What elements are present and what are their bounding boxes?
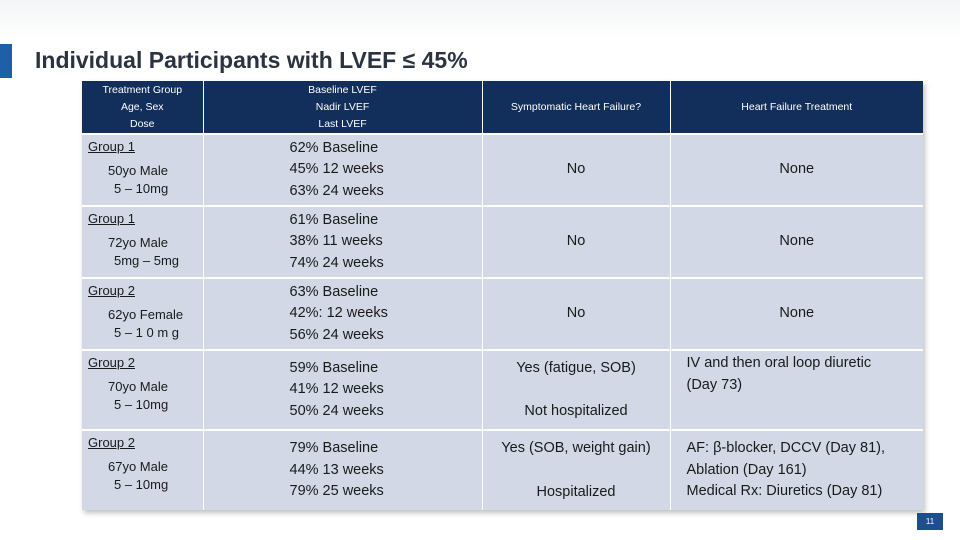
header-line: Last LVEF — [318, 117, 367, 130]
table-row: Group 2 70yo Male 5 – 10mg 59% Baseline … — [82, 349, 923, 430]
lvef-line: 59% Baseline — [289, 359, 379, 376]
symptomatic-cell: No — [481, 205, 670, 278]
participant-cell: Group 2 67yo Male 5 – 10mg — [82, 429, 203, 510]
treatment-line: Medical Rx: Diuretics (Day 81) — [686, 483, 883, 500]
lvef-line: 74% 24 weeks — [289, 254, 384, 271]
slide-title: Individual Participants with LVEF ≤ 45% — [35, 47, 468, 73]
lvef-line: 79% Baseline — [289, 440, 379, 457]
lvef-line: 63% 24 weeks — [289, 182, 384, 199]
treatment-line: (Day 73) — [686, 376, 743, 393]
demographics: 72yo Male — [108, 235, 168, 250]
symptomatic-cell: No — [481, 133, 670, 206]
header-row: Treatment Group Age, Sex Dose Baseline L… — [82, 81, 923, 134]
header-hf-treatment: Heart Failure Treatment — [669, 81, 923, 134]
table-row: Group 2 62yo Female 5 – 1 0 m g 63% Base… — [82, 277, 923, 350]
treatment-cell: IV and then oral loop diuretic (Day 73) — [669, 349, 923, 430]
page-number: 11 — [917, 513, 943, 530]
dose: 5mg – 5mg — [114, 253, 180, 268]
lvef-cell: 79% Baseline 44% 13 weeks 79% 25 weeks — [202, 429, 482, 510]
group-label: Group 2 — [88, 355, 135, 370]
group-label: Group 2 — [88, 435, 135, 450]
header-line: Treatment Group — [102, 83, 183, 96]
lvef-line: 63% Baseline — [289, 283, 379, 300]
dose: 5 – 10mg — [114, 397, 169, 412]
lvef-cell: 62% Baseline 45% 12 weeks 63% 24 weeks — [202, 133, 482, 206]
participants-table: Treatment Group Age, Sex Dose Baseline L… — [82, 81, 923, 510]
lvef-line: 45% 12 weeks — [289, 161, 384, 178]
group-label: Group 1 — [88, 139, 135, 154]
table-header: Treatment Group Age, Sex Dose Baseline L… — [82, 81, 923, 134]
demographics: 62yo Female — [108, 307, 184, 322]
header-line: Nadir LVEF — [315, 100, 370, 113]
lvef-line: 56% 24 weeks — [289, 326, 384, 343]
treatment-cell: None — [669, 205, 923, 278]
lvef-line: 79% 25 weeks — [289, 483, 384, 500]
treatment-cell: AF: β-blocker, DCCV (Day 81), Ablation (… — [669, 429, 923, 510]
lvef-cell: 63% Baseline 42%: 12 weeks 56% 24 weeks — [202, 277, 482, 350]
lvef-line: 61% Baseline — [289, 211, 379, 228]
treatment-cell: None — [669, 133, 923, 206]
hospitalization-line: Hospitalized — [536, 483, 616, 500]
lvef-line: 62% Baseline — [289, 139, 379, 156]
hospitalization-line: Not hospitalized — [524, 403, 628, 419]
header-line: Dose — [129, 117, 155, 130]
lvef-line: 38% 11 weeks — [289, 233, 383, 250]
symptomatic-cell: Yes (SOB, weight gain) Hospitalized — [481, 429, 670, 510]
header-treatment-group: Treatment Group Age, Sex Dose — [82, 81, 203, 134]
group-label: Group 1 — [88, 211, 135, 226]
participant-cell: Group 1 50yo Male 5 – 10mg — [82, 133, 203, 206]
lvef-line: 44% 13 weeks — [289, 461, 384, 478]
header-lvef: Baseline LVEF Nadir LVEF Last LVEF — [202, 81, 482, 134]
lvef-line: 42%: 12 weeks — [289, 305, 388, 322]
header-line: Baseline LVEF — [308, 83, 377, 96]
symptomatic-cell: Yes (fatigue, SOB) Not hospitalized — [481, 349, 670, 430]
participant-cell: Group 2 70yo Male 5 – 10mg — [82, 349, 203, 430]
group-label: Group 2 — [88, 283, 135, 298]
lvef-cell: 59% Baseline 41% 12 weeks 50% 24 weeks — [202, 349, 482, 430]
lvef-line: 41% 12 weeks — [289, 381, 384, 398]
treatment-line: AF: β-blocker, DCCV (Day 81), — [686, 440, 886, 457]
treatment-line: Ablation (Day 161) — [686, 461, 807, 478]
participant-cell: Group 1 72yo Male 5mg – 5mg — [82, 205, 203, 278]
participant-cell: Group 2 62yo Female 5 – 1 0 m g — [82, 277, 203, 350]
dose: 5 – 10mg — [114, 477, 169, 492]
top-texture-band — [0, 0, 960, 40]
participants-table-container: Treatment Group Age, Sex Dose Baseline L… — [82, 81, 923, 510]
table-row: Group 1 72yo Male 5mg – 5mg 61% Baseline… — [82, 205, 923, 278]
demographics: 50yo Male — [108, 163, 168, 178]
dose: 5 – 10mg — [114, 181, 169, 196]
treatment-line: IV and then oral loop diuretic — [686, 355, 872, 371]
symptom-line: Yes (SOB, weight gain) — [501, 440, 651, 456]
symptom-line: Yes (fatigue, SOB) — [516, 359, 636, 376]
spacer — [489, 460, 664, 482]
treatment-cell: None — [669, 277, 923, 350]
table-row: Group 2 67yo Male 5 – 10mg 79% Baseline … — [82, 429, 923, 510]
table-body: Group 1 50yo Male 5 – 10mg 62% Baseline … — [82, 133, 923, 510]
dose: 5 – 1 0 m g — [114, 325, 180, 340]
demographics: 67yo Male — [108, 459, 168, 474]
lvef-line: 50% 24 weeks — [289, 402, 384, 419]
spacer — [489, 379, 664, 401]
lvef-cell: 61% Baseline 38% 11 weeks 74% 24 weeks — [202, 205, 482, 278]
table-row: Group 1 50yo Male 5 – 10mg 62% Baseline … — [82, 133, 923, 206]
header-line: Age, Sex — [120, 100, 164, 113]
symptomatic-cell: No — [481, 277, 670, 350]
demographics: 70yo Male — [108, 379, 168, 394]
title-accent-bar — [0, 44, 12, 78]
header-symptomatic-hf: Symptomatic Heart Failure? — [481, 81, 670, 134]
